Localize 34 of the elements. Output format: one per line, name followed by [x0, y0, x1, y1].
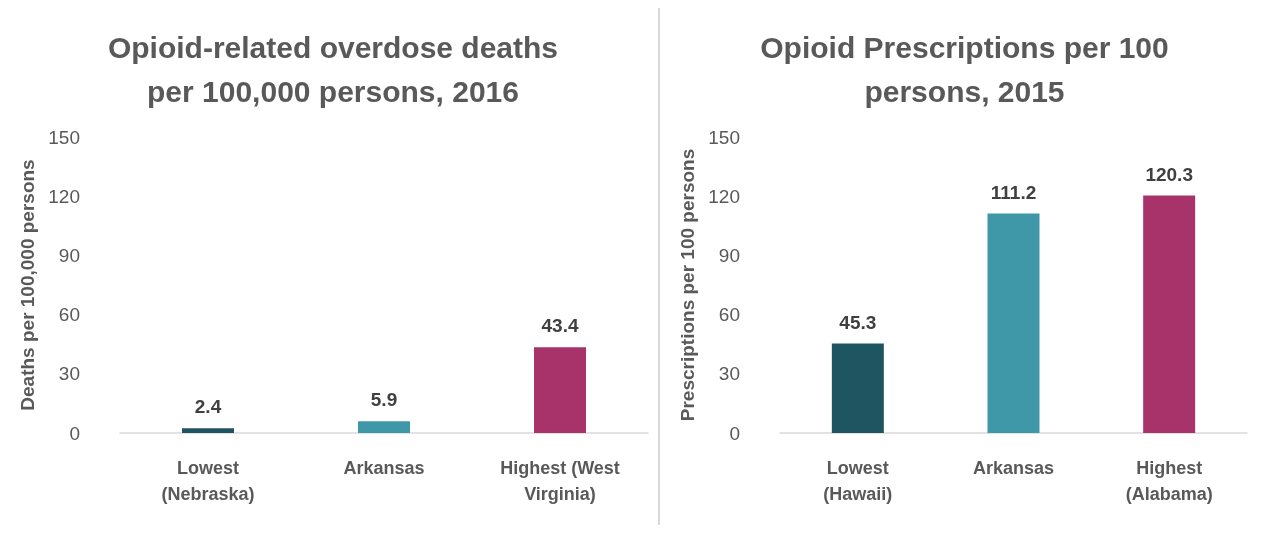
- y-axis-title: Deaths per 100,000 persons: [17, 159, 39, 411]
- y-axis-title: Prescriptions per 100 persons: [677, 148, 699, 422]
- y-tick-label: 0: [729, 422, 740, 444]
- x-tick-label: Lowest (Nebraska): [161, 458, 255, 504]
- bar: [182, 428, 234, 433]
- data-label: 43.4: [541, 315, 579, 337]
- chart-title: Opioid-related overdose deaths per 100,000 persons, 2016: [107, 30, 559, 108]
- y-tick-label: 120: [708, 185, 740, 207]
- x-tick-label: Highest (Alabama): [1125, 458, 1213, 504]
- y-tick-label: 150: [708, 126, 740, 148]
- y-tick-label: 90: [718, 244, 740, 266]
- x-tick-label: Arkansas: [343, 458, 425, 478]
- y-tick-label: 60: [58, 304, 80, 326]
- y-tick-label: 150: [48, 126, 80, 148]
- bar: [1143, 195, 1196, 433]
- y-tick-label: 30: [718, 363, 740, 385]
- bar: [987, 213, 1040, 433]
- y-tick-label: 0: [69, 422, 80, 444]
- chart-title: Opioid Prescriptions per 100 persons, 2015: [760, 30, 1169, 108]
- y-tick-label: 60: [718, 304, 740, 326]
- x-tick-label: Highest (West Virginia): [500, 458, 620, 504]
- bar: [831, 343, 884, 433]
- data-label: 45.3: [839, 311, 877, 333]
- data-label: 120.3: [1145, 163, 1193, 185]
- data-label: 111.2: [990, 181, 1037, 203]
- bar: [358, 421, 410, 433]
- data-label: 5.9: [370, 389, 398, 411]
- y-tick-label: 90: [58, 244, 80, 266]
- y-tick-label: 120: [48, 185, 80, 207]
- data-label: 2.4: [194, 396, 222, 418]
- x-tick-label: Arkansas: [972, 458, 1055, 478]
- bar: [534, 347, 586, 433]
- y-tick-label: 30: [58, 363, 80, 385]
- x-tick-label: Lowest (Hawaii): [823, 458, 893, 504]
